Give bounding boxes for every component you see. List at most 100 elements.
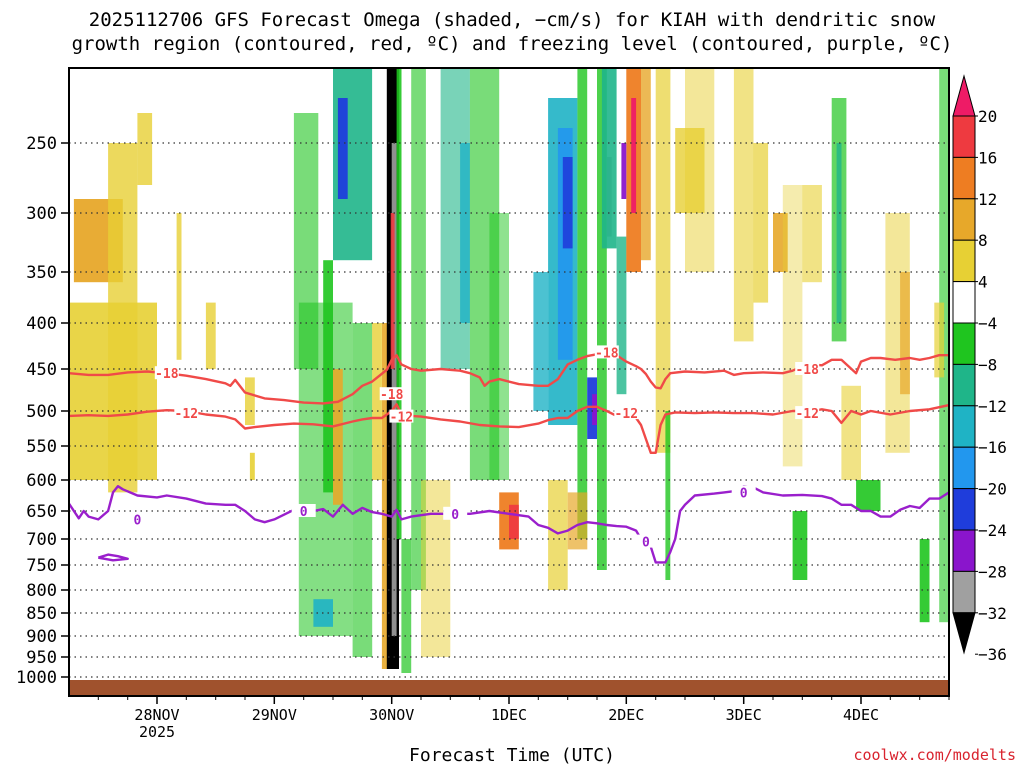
omega-patch-7 [249, 452, 255, 480]
omega-patch-26 [460, 143, 470, 323]
y-tick-label-450: 450 [26, 360, 57, 380]
omega-patch-56 [792, 511, 808, 580]
omega-patch-57 [802, 185, 822, 283]
omega-patch-64 [919, 539, 930, 623]
contour-line-2 [69, 485, 949, 564]
contours: -18 -18 -18 -18 -12 -12 -12 -12 0 0 0 0 0 [69, 345, 949, 564]
x-tick-label-0: 28NOV [134, 706, 179, 724]
contour-label-2-0: 0 [133, 513, 141, 528]
omega-patch-43 [616, 236, 627, 395]
omega-patch-11 [293, 113, 319, 369]
x-tick-label-3: 1DEC [491, 706, 527, 724]
omega-patch-16 [381, 323, 388, 669]
contour-label-0-3: -18 [795, 363, 819, 378]
omega-patch-63 [900, 272, 910, 395]
omega-patch-42 [601, 68, 617, 249]
y-tick-label-650: 650 [26, 502, 57, 522]
omega-patch-10 [333, 369, 343, 505]
colorbar-bin-8 [952, 405, 976, 448]
contour-label-2-2: 0 [451, 508, 459, 523]
omega-patch-59 [836, 143, 842, 323]
contour-line-3 [97, 553, 129, 562]
omega-patch-21 [372, 323, 382, 480]
omega-patch-47 [641, 68, 651, 261]
contour-label-bg-0-1 [379, 387, 404, 401]
y-tick-label-250: 250 [26, 134, 57, 154]
omega-patch-23 [411, 68, 426, 590]
x-axis-label: Forecast Time (UTC) [409, 745, 615, 766]
omega-shading [69, 68, 949, 673]
contour-label-0-1: -18 [380, 388, 404, 403]
contour-label-bg-0-3 [795, 362, 820, 375]
omega-patch-60 [841, 385, 861, 480]
omega-patch-51 [685, 68, 715, 272]
colorbar-bin-11 [952, 529, 976, 572]
y-axis: 250 300 350 400 450 500 550 600 650 700 750 800 850 9… [16, 134, 69, 688]
omega-patch-54 [773, 213, 788, 272]
omega-patch-14 [352, 323, 373, 657]
contour-label-bg-2-3 [633, 534, 658, 548]
contour-label-bg-2-2 [443, 506, 468, 520]
colorbar-bin-3 [952, 198, 976, 241]
omega-patch-53 [753, 143, 769, 303]
colorbar-label-0: 20 [978, 107, 997, 126]
y-tick-label-1000: 1000 [16, 668, 57, 688]
colorbar-label-7: −12 [978, 397, 1007, 416]
chart-title: 2025112706 GFS Forecast Omega (shaded, −… [88, 9, 936, 31]
omega-patch-49 [665, 411, 671, 580]
contour-label-0-2: -18 [595, 346, 619, 361]
y-tick-label-600: 600 [26, 471, 57, 491]
contour-label-bg-0-0 [154, 366, 179, 380]
x-tick-label-5: 3DEC [726, 706, 762, 724]
contour-label-bg-2-4 [731, 485, 756, 499]
omega-patch-29 [509, 504, 519, 539]
contour-label-bg-0-2 [594, 345, 619, 359]
contour-label-2-3: 0 [642, 536, 650, 551]
omega-patch-37 [592, 394, 597, 425]
omega-patch-19 [390, 213, 395, 369]
omega-patch-52 [733, 68, 754, 342]
omega-patch-55 [782, 185, 803, 467]
contour-label-1-2: -12 [615, 407, 638, 422]
omega-patch-3 [137, 113, 153, 185]
x-tick-label-6: 4DEC [843, 706, 879, 724]
y-tick-label-900: 900 [26, 627, 57, 647]
contour-label-bg-2-1 [291, 504, 316, 517]
contour-label-2-4: 0 [740, 486, 748, 501]
omega-patch-5 [205, 302, 216, 369]
omega-patch-20 [396, 68, 402, 539]
colorbar-top-arrow [952, 74, 976, 117]
omega-patch-39 [567, 492, 588, 550]
omega-patch-48 [655, 68, 671, 453]
terrain-band [69, 680, 949, 696]
colorbar-label-12: −32 [978, 604, 1007, 623]
omega-patch-61 [856, 480, 881, 511]
contour-label-1-1: -12 [390, 411, 413, 426]
omega-patch-46 [621, 143, 627, 199]
y-tick-label-400: 400 [26, 314, 57, 334]
y-tick-label-300: 300 [26, 204, 57, 224]
x-tick-sublabel-0: 2025 [139, 723, 175, 741]
colorbar-label-8: −16 [978, 438, 1007, 457]
contour-label-bg-1-2 [614, 406, 639, 420]
omega-patch-4 [176, 213, 182, 360]
contour-label-2-1: 0 [300, 505, 308, 520]
colorbar: 20 16 12 8 4 −4 −8 −12 −16 −20 −24 −28 −32 −36 [952, 74, 1007, 664]
contour-label-bg-2-0 [125, 512, 150, 526]
y-tick-label-800: 800 [26, 581, 57, 601]
omega-patch-45 [631, 98, 637, 213]
omega-patch-35 [577, 68, 588, 539]
colorbar-bottom-arrow [952, 612, 976, 655]
chart-subtitle: growth region (contoured, red, ºC) and f… [71, 33, 953, 55]
colorbar-bin-5 [952, 281, 976, 324]
colorbar-bin-7 [952, 363, 976, 407]
colorbar-label-2: 12 [978, 190, 997, 209]
omega-patch-22 [401, 539, 412, 673]
colorbar-bin-6 [952, 322, 976, 365]
credit-link[interactable]: coolwx.com/modelts [853, 746, 1016, 764]
omega-patch-13 [337, 98, 348, 199]
omega-patch-66 [934, 302, 945, 378]
omega-patch-24 [421, 480, 451, 657]
